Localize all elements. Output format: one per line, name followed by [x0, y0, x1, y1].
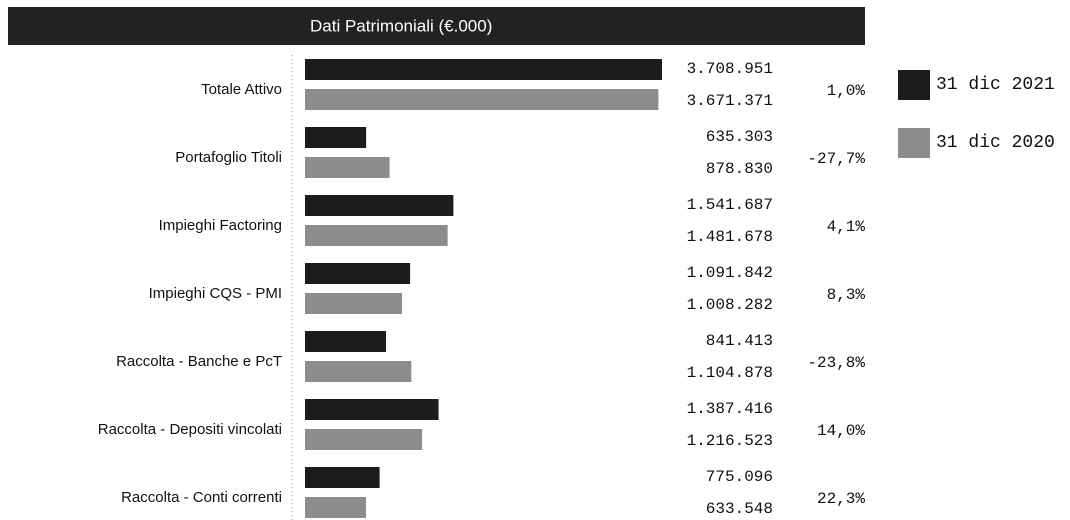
legend-label: 31 dic 2021: [936, 75, 1055, 95]
category-label: Raccolta - Depositi vincolati: [98, 421, 282, 438]
bar: [305, 195, 454, 216]
change-label: 8,3%: [827, 286, 866, 304]
change-label: 4,1%: [827, 218, 866, 236]
bar: [305, 59, 662, 80]
category-label: Impieghi CQS - PMI: [149, 285, 282, 302]
legend-swatch: [898, 70, 930, 100]
bar: [305, 225, 448, 246]
legend-label: 31 dic 2020: [936, 133, 1055, 153]
chart-title: Dati Patrimoniali (€.000): [310, 16, 492, 35]
value-label: 1.481.678: [687, 228, 773, 246]
change-label: 22,3%: [817, 490, 865, 508]
bar: [305, 399, 439, 420]
bar: [305, 467, 380, 488]
bar: [305, 89, 659, 110]
bar: [305, 263, 411, 284]
bar: [305, 497, 366, 518]
value-label: 3.708.951: [687, 60, 773, 78]
category-label: Totale Attivo: [201, 81, 282, 98]
value-label: 635.303: [706, 128, 773, 146]
value-label: 1.387.416: [687, 400, 773, 418]
value-label: 1.008.282: [687, 296, 773, 314]
value-label: 633.548: [706, 500, 773, 518]
bar: [305, 157, 390, 178]
category-label: Raccolta - Banche e PcT: [116, 353, 282, 370]
value-label: 1.091.842: [687, 264, 773, 282]
category-label: Impieghi Factoring: [159, 217, 282, 234]
value-label: 1.216.523: [687, 432, 773, 450]
change-label: 1,0%: [827, 82, 866, 100]
title-bar: [8, 7, 865, 45]
category-label: Raccolta - Conti correnti: [121, 489, 282, 506]
bar: [305, 127, 367, 148]
value-label: 841.413: [706, 332, 773, 350]
value-label: 878.830: [706, 160, 773, 178]
change-label: -27,7%: [807, 150, 865, 168]
legend-swatch: [898, 128, 930, 158]
value-label: 1.104.878: [687, 364, 773, 382]
bar: [305, 361, 412, 382]
value-label: 3.671.371: [687, 92, 773, 110]
bar: [305, 293, 403, 314]
bar: [305, 429, 423, 450]
change-label: -23,8%: [807, 354, 865, 372]
category-label: Portafoglio Titoli: [175, 149, 282, 166]
bar: [305, 331, 386, 352]
change-label: 14,0%: [817, 422, 865, 440]
value-label: 1.541.687: [687, 196, 773, 214]
value-label: 775.096: [706, 468, 773, 486]
